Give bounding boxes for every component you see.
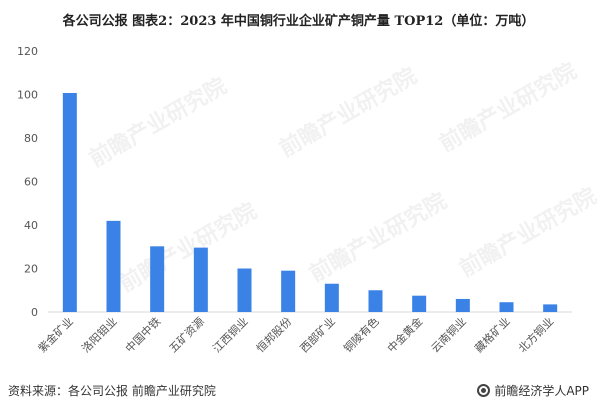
- x-tick-label: 中金黄金: [384, 314, 425, 355]
- x-tick-label: 紫金矿业: [35, 314, 76, 355]
- bar: [106, 220, 121, 312]
- bar: [237, 268, 252, 312]
- x-tick-label: 藏格矿业: [472, 314, 513, 355]
- x-tick-label: 中国中铁: [123, 315, 163, 355]
- bar: [412, 295, 427, 312]
- bar: [368, 290, 383, 312]
- brand-logo-icon: [477, 384, 491, 397]
- bar: [455, 298, 470, 312]
- bar: [499, 302, 514, 312]
- x-tick-label: 江西铜业: [210, 314, 251, 355]
- y-axis: 0 20 40 60 80 100 120: [17, 45, 38, 319]
- brand-label: 前瞻经济学人APP: [494, 384, 589, 398]
- x-tick-label: 铜陵有色: [341, 314, 382, 355]
- x-axis-labels: 紫金矿业 洛阳钼业 中国中铁 五矿资源 江西铜业 恒邦股份 西部矿业 铜陵有色 中金黄金 云南铜业…: [35, 314, 556, 355]
- x-tick-label: 西部矿业: [297, 314, 338, 355]
- bar: [543, 304, 558, 312]
- y-tick-label: 20: [24, 263, 38, 276]
- y-tick-label: 120: [17, 45, 38, 58]
- brand-mark: 前瞻经济学人APP: [477, 382, 589, 399]
- y-tick-label: 100: [17, 89, 38, 102]
- bar: [193, 247, 208, 312]
- x-tick-label: 五矿资源: [166, 314, 207, 355]
- bars: [62, 92, 558, 312]
- bar: [324, 283, 339, 312]
- chart-title: 各公司公报 图表2：2023 年中国铜行业企业矿产铜产量 TOP12（单位：万吨…: [62, 14, 535, 29]
- bar: [150, 246, 165, 312]
- x-tick-label: 北方铜业: [515, 314, 556, 355]
- x-tick-label: 云南铜业: [428, 314, 469, 355]
- x-tick-label: 恒邦股份: [254, 315, 294, 355]
- y-tick-label: 60: [24, 176, 38, 189]
- y-tick-label: 0: [31, 306, 38, 319]
- bar: [62, 92, 77, 312]
- y-tick-label: 40: [24, 219, 38, 232]
- source-note: 资料来源：各公司公报 前瞻产业研究院: [8, 384, 216, 398]
- y-tick-label: 80: [24, 132, 38, 145]
- x-tick-label: 洛阳钼业: [79, 314, 120, 355]
- bar: [281, 270, 296, 312]
